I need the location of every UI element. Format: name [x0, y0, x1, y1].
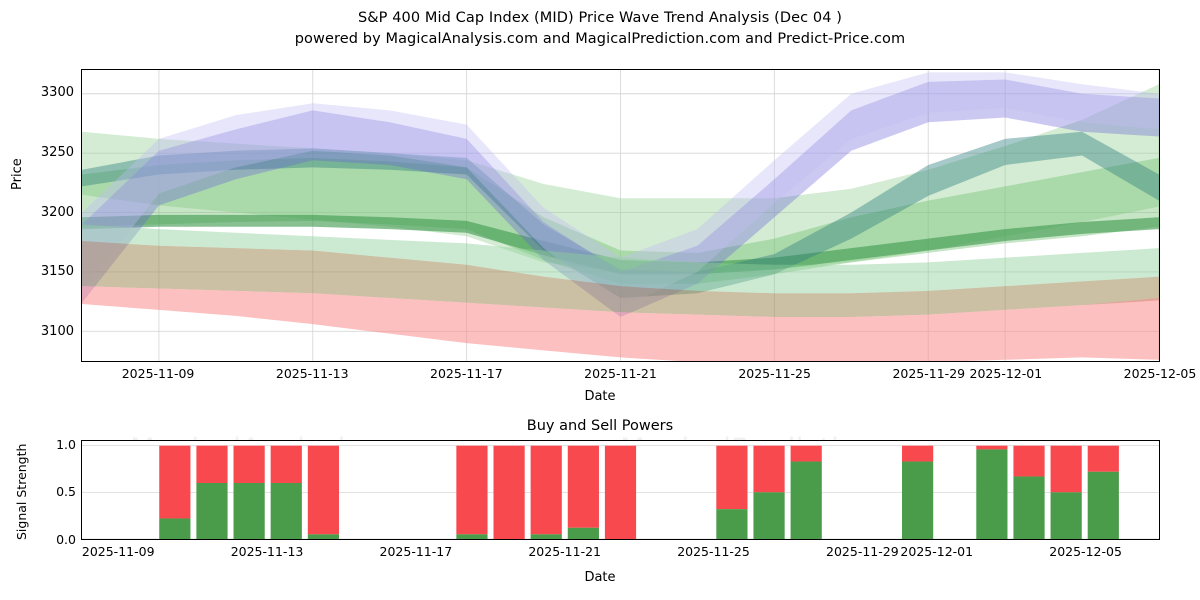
price-x-tick: 2025-11-21 — [584, 366, 657, 381]
buy-power-bar — [976, 449, 1008, 539]
sell-power-bar — [270, 445, 302, 483]
signal-y-tick: 0.0 — [56, 532, 76, 547]
price-x-axis-label: Date — [584, 389, 616, 404]
price-y-tick: 3300 — [40, 84, 74, 100]
price-band — [82, 286, 1159, 361]
buy-power-bar — [790, 461, 822, 539]
sell-power-bar — [307, 445, 339, 535]
price-x-tick: 2025-12-01 — [969, 366, 1043, 381]
signal-x-tick: 2025-11-21 — [528, 544, 602, 559]
sell-power-bar — [753, 445, 785, 493]
sell-power-bar — [604, 445, 637, 539]
buy-power-bar — [902, 461, 934, 539]
signal-x-tick: 2025-11-13 — [230, 544, 304, 559]
price-x-tick: 2025-11-17 — [430, 366, 503, 381]
buy-power-bar — [716, 509, 748, 539]
buy-power-bar — [530, 534, 562, 539]
buy-power-bar — [233, 483, 265, 539]
signal-x-tick: 2025-11-17 — [379, 544, 453, 559]
sell-power-bar — [456, 445, 488, 535]
signal-x-tick: 2025-11-09 — [81, 544, 155, 559]
price-y-tick: 3250 — [40, 144, 74, 160]
buy-power-bar — [1087, 471, 1119, 539]
signal-x-tick: 2025-11-29 — [826, 544, 899, 559]
sell-power-bar — [1087, 445, 1119, 472]
signal-x-tick: 2025-12-01 — [900, 544, 974, 559]
buy-power-bar — [753, 492, 785, 539]
signal-y-tick: 1.0 — [56, 436, 76, 452]
price-x-tick: 2025-11-25 — [738, 366, 811, 381]
buy-power-bar — [1013, 476, 1045, 539]
price-band — [82, 214, 1159, 275]
sell-power-bar — [790, 445, 822, 462]
chart-title-line1: S&P 400 Mid Cap Index (MID) Price Wave T… — [357, 10, 843, 26]
price-band — [82, 79, 1159, 318]
price-y-tick: 3200 — [40, 204, 74, 220]
price-x-tick: 2025-11-29 — [892, 366, 966, 381]
buy-power-bar — [456, 534, 488, 539]
buy-sell-bars-svg — [82, 445, 1159, 539]
price-y-axis-label: Price — [10, 158, 25, 190]
sell-power-bar — [233, 445, 265, 483]
price-x-tick: 2025-12-05 — [1123, 366, 1197, 381]
signal-chart-title: Buy and Sell Powers — [526, 418, 674, 434]
signal-chart-plot-area — [81, 440, 1160, 540]
buy-power-bar — [270, 483, 302, 539]
price-band — [82, 131, 1159, 299]
sell-power-bar — [530, 445, 562, 535]
buy-power-bar — [307, 534, 339, 539]
buy-power-bar — [1050, 492, 1082, 539]
signal-x-axis-label: Date — [584, 570, 616, 585]
signal-x-tick: 2025-12-05 — [1049, 544, 1122, 559]
signal-x-tick: 2025-11-25 — [677, 544, 750, 559]
price-chart-plot-area — [81, 69, 1160, 362]
sell-power-bar — [159, 445, 191, 519]
chart-title-block: S&P 400 Mid Cap Index (MID) Price Wave T… — [0, 8, 1200, 50]
price-band — [82, 72, 1159, 308]
price-y-tick: 3100 — [40, 324, 74, 340]
sell-power-bar — [567, 445, 599, 528]
price-wave-svg — [82, 70, 1159, 361]
sell-power-bar — [196, 445, 228, 483]
signal-y-tick: 0.5 — [56, 484, 76, 500]
sell-power-bar — [493, 445, 525, 539]
sell-power-bar — [976, 445, 1008, 450]
price-x-tick: 2025-11-09 — [121, 366, 195, 381]
price-band — [82, 241, 1159, 318]
sell-power-bar — [1050, 445, 1082, 493]
sell-power-bar — [902, 445, 934, 462]
sell-power-bar — [1013, 445, 1045, 477]
price-x-tick: 2025-11-13 — [275, 366, 349, 381]
buy-power-bar — [159, 518, 191, 539]
price-band — [82, 224, 1159, 294]
price-y-tick: 3150 — [40, 264, 74, 280]
buy-power-bar — [196, 483, 228, 539]
chart-title-line2: powered by MagicalAnalysis.com and Magic… — [294, 31, 906, 47]
buy-power-bar — [567, 527, 599, 539]
sell-power-bar — [716, 445, 748, 510]
price-band — [82, 84, 1159, 272]
